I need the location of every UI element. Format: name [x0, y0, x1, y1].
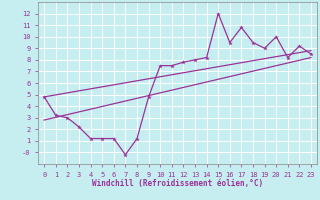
X-axis label: Windchill (Refroidissement éolien,°C): Windchill (Refroidissement éolien,°C): [92, 179, 263, 188]
